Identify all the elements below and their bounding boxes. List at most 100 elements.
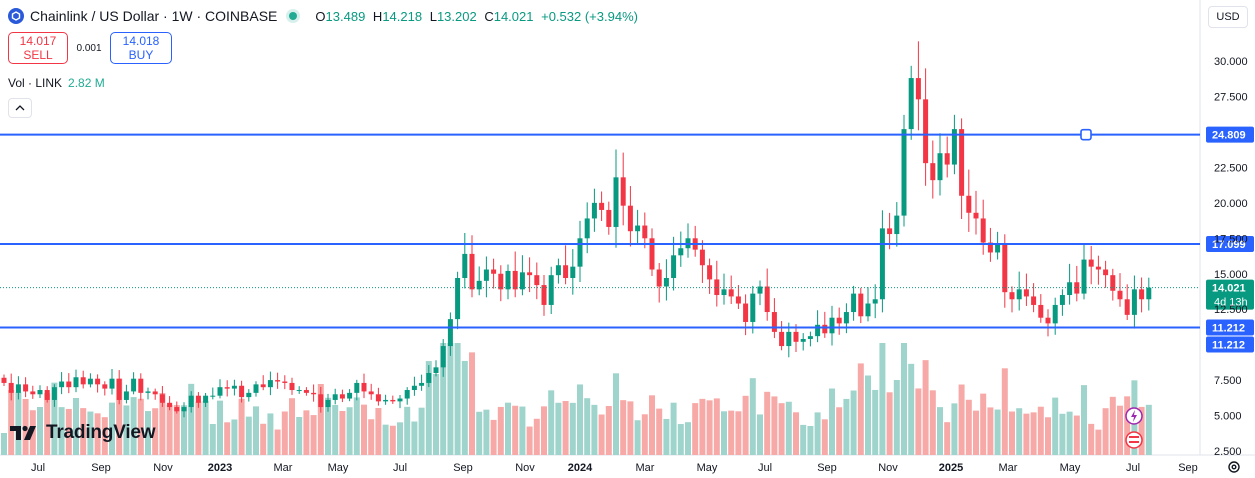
tradingview-logo[interactable]: TradingView [10, 422, 156, 444]
volume-bar [209, 424, 216, 455]
time-tick-label: May [328, 462, 349, 474]
volume-bar [217, 400, 223, 455]
volume-bar [757, 414, 763, 455]
candle-body [1095, 266, 1101, 270]
candle-body [843, 312, 849, 324]
candle-body [1002, 243, 1008, 293]
volume-bar [1030, 412, 1037, 455]
time-tick-label: Jul [31, 462, 45, 474]
candle-body [663, 278, 669, 287]
chart-header: Chainlink / US Dollar · 1W · COINBASE O1… [8, 6, 642, 26]
candle-body [728, 289, 734, 297]
low-value: 13.202 [436, 8, 477, 24]
volume-bar [973, 410, 979, 455]
us-flag-event-icon[interactable] [1125, 431, 1143, 449]
volume-bar [116, 378, 123, 455]
volume-bar [51, 382, 58, 455]
candle-body [51, 387, 57, 400]
volume-bar [613, 373, 619, 455]
candle-body [793, 331, 799, 342]
time-axis[interactable]: Jul Sep Nov 2023 Mar May Jul Sep Nov 2024 Mar May Ju… [31, 462, 1198, 474]
price-tick-label: 22.500 [1214, 162, 1248, 174]
candle-body [275, 380, 281, 382]
volume-bar [497, 406, 504, 455]
candle-body [656, 269, 662, 287]
volume-bar [605, 406, 612, 455]
volume-bar [577, 384, 583, 455]
volume-bar [1081, 385, 1087, 455]
currency-selector[interactable]: USD [1208, 6, 1248, 28]
price-axis[interactable]: 30.000 27.500 22.500 20.000 17.500 15.000 12.5… [1214, 56, 1248, 458]
candle-body [296, 390, 302, 392]
candle-body [858, 293, 864, 317]
volume-bar [101, 417, 108, 455]
candle-body [361, 382, 367, 392]
candle-body [786, 331, 792, 347]
price-tick-label: 30.000 [1214, 56, 1248, 68]
volume-bar [339, 411, 346, 455]
volume-bar [512, 405, 519, 455]
volume-bar [303, 410, 310, 455]
volume-bar [65, 408, 72, 455]
volume-bar [598, 414, 605, 455]
volume-bar [541, 406, 547, 455]
candle-body [368, 391, 374, 395]
time-tick-label: May [697, 462, 718, 474]
candle-body [879, 228, 885, 300]
time-tick-label: Jul [758, 462, 772, 474]
close-value: 14.021 [493, 8, 534, 24]
volume-bar [1124, 396, 1131, 455]
volume-bar [987, 407, 994, 455]
candle-body [1139, 289, 1145, 300]
volume-bar [908, 363, 915, 455]
price-tick-label: 27.500 [1214, 92, 1248, 104]
candle-body [980, 218, 986, 243]
volume-bar [231, 419, 238, 455]
time-tick-label: Jul [393, 462, 407, 474]
volume-bar [375, 408, 382, 455]
volume-bar [1066, 411, 1073, 455]
candle-body [735, 296, 741, 304]
volume-bar [80, 408, 87, 455]
candle-body [123, 391, 129, 400]
candle-body [951, 129, 957, 165]
candle-body [375, 394, 381, 402]
time-tick-label: Sep [817, 462, 837, 474]
candle-body [37, 390, 43, 395]
price-tick-label: 7.500 [1214, 375, 1242, 387]
buy-label: BUY [128, 48, 154, 62]
volume-bar [778, 403, 785, 455]
candle-body [815, 324, 821, 337]
sell-button[interactable]: 14.017 SELL [8, 32, 68, 64]
buy-button[interactable]: 14.018 BUY [110, 32, 172, 64]
volume-bar [317, 384, 324, 455]
candle-body [584, 218, 590, 239]
settings-gear-icon[interactable] [1226, 459, 1242, 475]
volume-legend: Vol · LINK 2.82 M [8, 76, 105, 90]
candle-body [512, 270, 518, 290]
volume-bar [1109, 396, 1116, 455]
candle-body [440, 346, 446, 368]
horizontal-lines[interactable]: 24.809 17.099 11.212 11.212 14.021 4d 13h [0, 126, 1254, 449]
candle-body [303, 390, 309, 393]
candle-body [411, 385, 417, 391]
symbol-title[interactable]: Chainlink / US Dollar · 1W · COINBASE [30, 8, 278, 24]
price-tick-label: 12.500 [1214, 304, 1248, 316]
volume-bar [562, 401, 569, 455]
high-value: 14.218 [382, 8, 423, 24]
horizontal-line-price-label: 24.809 [1212, 130, 1246, 142]
tradingview-wordmark: TradingView [46, 422, 156, 443]
candle-body [649, 238, 655, 270]
volume-bar [289, 398, 295, 455]
candle-body [167, 402, 173, 408]
volume-bar [1001, 368, 1008, 455]
candle-body [620, 177, 626, 206]
volume-bar [1023, 413, 1030, 455]
line-drag-handle[interactable] [1080, 128, 1092, 141]
market-status-icon[interactable] [289, 12, 298, 20]
volume-bar [872, 389, 879, 455]
volume-bar [641, 414, 648, 455]
candle-body [325, 399, 331, 408]
collapse-legend-button[interactable] [8, 98, 32, 118]
